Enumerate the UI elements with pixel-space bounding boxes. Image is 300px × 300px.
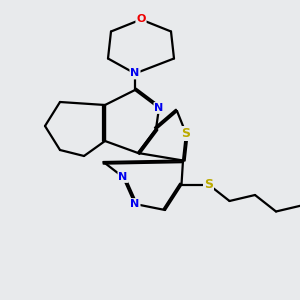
Text: S: S xyxy=(182,127,190,140)
Text: S: S xyxy=(204,178,213,191)
Text: O: O xyxy=(136,14,146,25)
Text: N: N xyxy=(130,199,140,209)
Text: N: N xyxy=(154,103,164,113)
Text: N: N xyxy=(118,172,127,182)
Text: N: N xyxy=(130,68,140,79)
